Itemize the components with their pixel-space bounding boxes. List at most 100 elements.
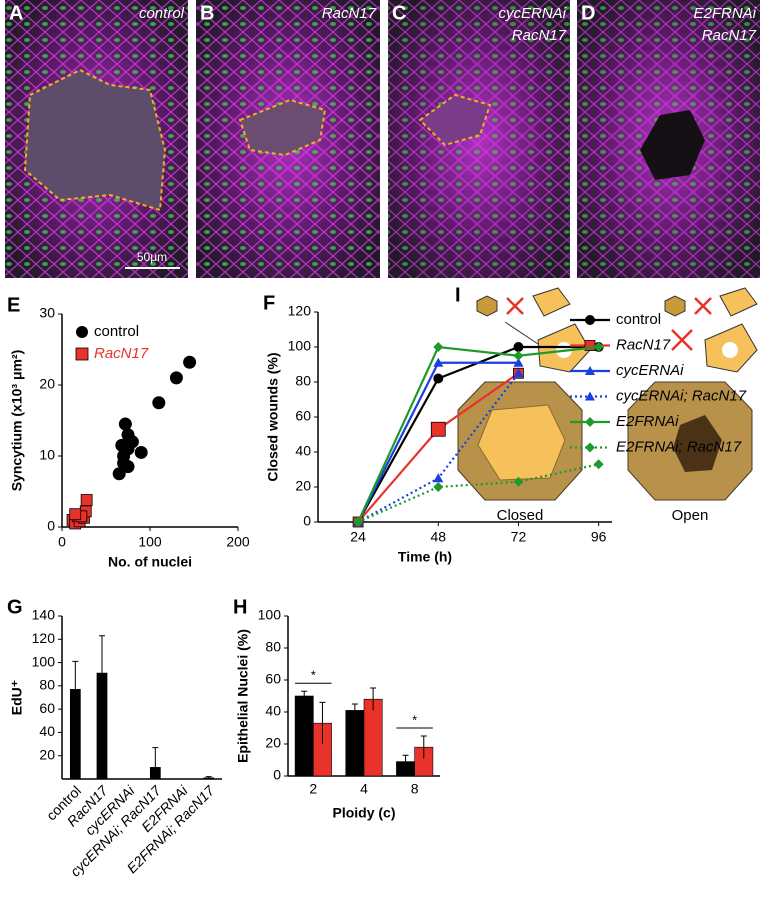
y-tick-label: 0 xyxy=(47,518,55,534)
marker xyxy=(513,342,524,352)
marker xyxy=(513,350,524,361)
marker xyxy=(75,347,89,361)
panel-label: A xyxy=(9,2,23,24)
panel-label: B xyxy=(200,2,214,24)
marker xyxy=(69,508,82,521)
marker xyxy=(593,459,604,470)
y-tick-label: 20 xyxy=(39,746,55,762)
x-axis-title: Ploidy (c) xyxy=(332,805,395,821)
cross xyxy=(506,297,524,315)
syncytium xyxy=(477,404,566,481)
wound-a xyxy=(23,68,167,212)
y-axis-title: Syncytium (x10³ μm²) xyxy=(9,350,25,492)
wound-c xyxy=(418,93,492,147)
cell xyxy=(719,287,758,317)
y-tick-label: 80 xyxy=(39,677,55,693)
marker xyxy=(585,417,595,427)
y-tick-label: 0 xyxy=(303,513,311,529)
panel-label: H xyxy=(233,596,247,618)
marker xyxy=(513,357,524,367)
image-label: RacN17 xyxy=(512,27,567,44)
wound-d xyxy=(640,110,705,180)
bar xyxy=(203,777,215,780)
cross xyxy=(671,297,712,351)
y-tick-label: 80 xyxy=(265,639,281,655)
marker xyxy=(118,417,132,431)
image-label: control xyxy=(139,5,185,22)
image-label: RacN17 xyxy=(322,5,377,22)
y-tick-label: 20 xyxy=(295,478,311,494)
panel-label: D xyxy=(581,2,595,24)
y-tick-label: 120 xyxy=(288,303,312,319)
y-tick-label: 80 xyxy=(295,373,311,389)
legend-label: RacN17 xyxy=(616,336,671,353)
marker xyxy=(585,391,595,401)
legend-label: E2FRNAi xyxy=(616,413,679,430)
bar xyxy=(294,695,314,777)
marker xyxy=(117,456,131,470)
legend-label: control xyxy=(616,311,661,328)
bar xyxy=(345,710,365,777)
cell-icon xyxy=(476,295,498,317)
x-tick-label: 0 xyxy=(58,534,66,550)
y-axis-title: EdU⁺ xyxy=(9,680,25,715)
nucleus xyxy=(722,342,738,358)
y-tick-label: 40 xyxy=(295,443,311,459)
legend-label: cycERNAi xyxy=(616,362,684,379)
image-label: cycERNAi xyxy=(498,5,566,22)
error-bar xyxy=(152,747,159,768)
marker xyxy=(584,340,596,351)
y-tick-label: 60 xyxy=(39,700,55,716)
marker xyxy=(513,368,524,378)
marker xyxy=(353,517,364,527)
image-label: E2FRNAi xyxy=(693,5,756,22)
x-tick-label: 48 xyxy=(430,529,446,545)
y-tick-label: 20 xyxy=(265,735,281,751)
x-tick-label: 100 xyxy=(138,534,162,550)
error-bar xyxy=(351,703,358,717)
marker xyxy=(585,442,595,453)
marker xyxy=(593,342,604,352)
y-axis-title: Epithelial Nuclei (%) xyxy=(235,629,251,763)
y-tick-label: 100 xyxy=(288,338,312,354)
marker xyxy=(183,355,197,369)
y-tick-label: 120 xyxy=(32,630,56,646)
cell xyxy=(532,287,571,317)
panel-label: E xyxy=(7,294,20,316)
y-tick-label: 0 xyxy=(273,767,281,783)
image-c-cells xyxy=(388,0,570,278)
significance: * xyxy=(311,668,316,683)
marker xyxy=(152,396,166,410)
panel-label: I xyxy=(455,284,461,306)
x-tick-label: 8 xyxy=(411,781,419,797)
legend-label: control xyxy=(94,323,139,340)
y-tick-label: 60 xyxy=(265,671,281,687)
y-tick-label: 100 xyxy=(32,653,56,669)
error-bar xyxy=(205,776,212,778)
y-tick-label: 60 xyxy=(295,408,311,424)
marker xyxy=(80,494,93,506)
marker xyxy=(433,473,444,483)
y-tick-label: 40 xyxy=(265,703,281,719)
wound-b xyxy=(238,98,327,157)
significance: * xyxy=(412,712,417,727)
scale-bar-label: 50μm xyxy=(137,250,167,264)
y-tick-label: 140 xyxy=(32,607,56,623)
error-bar xyxy=(319,701,326,744)
x-tick-label: 96 xyxy=(591,529,607,545)
bar xyxy=(69,689,81,780)
diagram-label: Closed xyxy=(497,507,544,524)
marker xyxy=(585,366,595,375)
x-tick-label: 200 xyxy=(226,534,250,550)
image-label: RacN17 xyxy=(702,27,757,44)
line xyxy=(357,345,599,523)
x-tick-label: 2 xyxy=(309,781,317,797)
marker xyxy=(169,371,183,385)
x-axis-title: Time (h) xyxy=(398,549,452,565)
marker xyxy=(430,421,446,437)
arrow xyxy=(504,321,539,345)
x-tick-label: 24 xyxy=(350,529,366,545)
marker xyxy=(433,373,444,384)
y-tick-label: 100 xyxy=(258,607,282,623)
